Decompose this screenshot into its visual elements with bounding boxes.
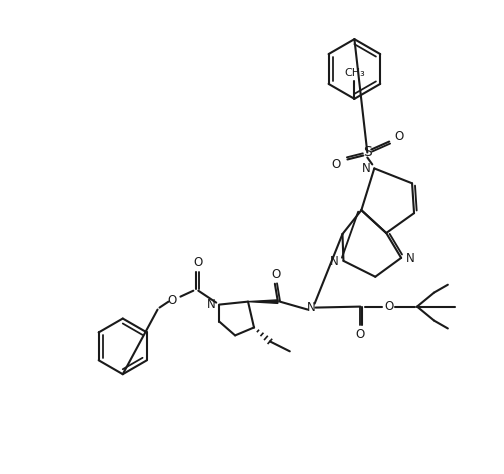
Polygon shape (248, 300, 278, 303)
Text: N: N (362, 162, 371, 175)
Text: S: S (363, 146, 371, 159)
Text: O: O (356, 328, 365, 341)
Text: O: O (395, 130, 404, 143)
Text: CH₃: CH₃ (344, 68, 365, 78)
Text: O: O (385, 300, 394, 313)
Text: N: N (307, 301, 316, 314)
Text: O: O (168, 294, 177, 307)
Text: O: O (271, 268, 281, 281)
Text: O: O (194, 256, 203, 269)
Text: O: O (331, 158, 340, 171)
Text: N: N (406, 252, 414, 265)
Text: N: N (330, 255, 339, 268)
Text: N: N (207, 298, 216, 311)
